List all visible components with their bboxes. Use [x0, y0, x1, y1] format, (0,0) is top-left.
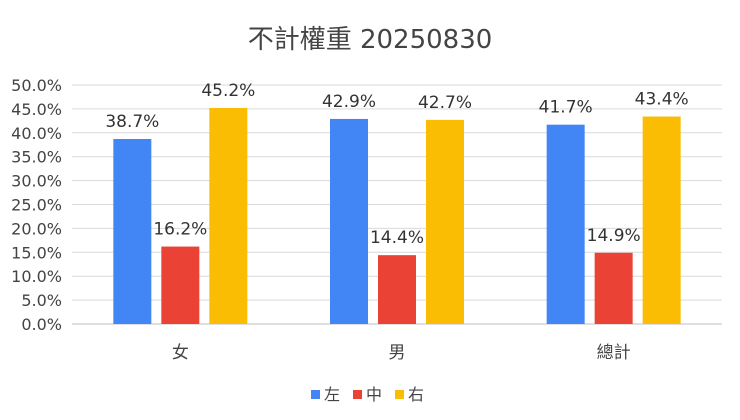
bar-左-總計 — [546, 124, 585, 324]
x-axis-categories: 女 男 總計 — [172, 343, 631, 363]
y-tick-label: 30.0% — [11, 172, 62, 191]
legend-swatch — [353, 390, 362, 399]
data-label: 41.7% — [539, 98, 593, 118]
legend: 左中右 — [311, 385, 424, 404]
y-axis-ticks: 0.0% 5.0% 10.0% 15.0% 20.0% 25.0% 30.0% 35.0% 40… — [11, 76, 62, 334]
data-label: 43.4% — [635, 90, 689, 110]
data-label: 38.7% — [105, 112, 159, 132]
bar-左-女 — [113, 139, 152, 324]
y-tick-label: 0.0% — [21, 315, 62, 334]
data-label: 14.4% — [370, 228, 424, 248]
x-category-label: 女 — [172, 343, 189, 363]
bar-右-女 — [209, 107, 248, 324]
bar-中-總計 — [594, 252, 633, 324]
y-tick-label: 20.0% — [11, 219, 62, 238]
legend-swatch — [311, 390, 320, 399]
bars — [113, 107, 681, 324]
y-tick-label: 5.0% — [21, 291, 62, 310]
bar-右-總計 — [642, 116, 681, 324]
data-label: 42.7% — [418, 93, 472, 113]
y-tick-label: 10.0% — [11, 267, 62, 286]
data-labels: 38.7% 16.2% 45.2% 42.9% 14.4% 42.7% 41.7% 14.9%… — [105, 81, 688, 248]
data-label: 14.9% — [587, 226, 641, 246]
bar-中-女 — [161, 246, 200, 324]
data-label: 16.2% — [153, 220, 207, 240]
x-category-label: 總計 — [597, 343, 631, 363]
y-tick-label: 40.0% — [11, 124, 62, 143]
legend-label: 中 — [366, 385, 382, 404]
bar-右-男 — [426, 119, 464, 324]
bar-左-男 — [330, 118, 368, 324]
legend-label: 左 — [324, 385, 340, 404]
legend-swatch — [395, 390, 404, 399]
data-label: 42.9% — [322, 92, 376, 112]
x-category-label: 男 — [389, 343, 406, 363]
y-tick-label: 15.0% — [11, 243, 62, 262]
legend-label: 右 — [408, 385, 424, 404]
y-tick-label: 50.0% — [11, 76, 62, 95]
chart-title: 不計權重 20250830 — [248, 25, 493, 55]
data-label: 45.2% — [201, 81, 255, 101]
y-tick-label: 45.0% — [11, 100, 62, 119]
y-tick-label: 35.0% — [11, 148, 62, 167]
bar-中-男 — [378, 255, 416, 324]
y-tick-label: 25.0% — [11, 196, 62, 215]
